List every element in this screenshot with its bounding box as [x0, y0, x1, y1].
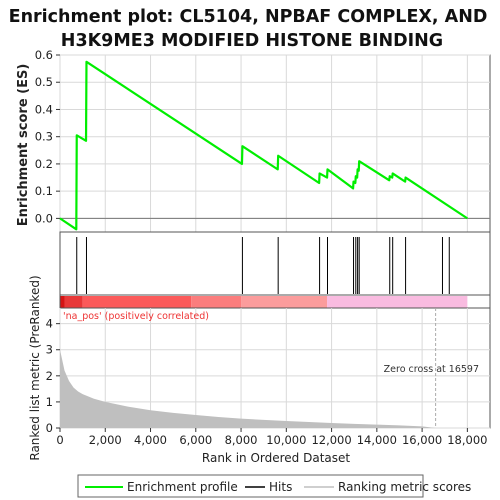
- ranking-metric-area: [60, 349, 468, 428]
- hit-lines: [76, 237, 450, 294]
- ranked-metric-panel: 0 1 2 3 4 'na_pos' (positively correlated) Z…: [46, 307, 491, 435]
- es-y-tick-label-2: 0.2: [35, 157, 53, 171]
- chart-title-line-2: H3K9ME3 MODIFIED HISTONE BINDING: [61, 31, 443, 51]
- ranking-bar-segment-1: [64, 296, 83, 308]
- enrichment-score-panel: 0.0 0.1 0.2 0.3 0.4 0.5 0.6: [35, 48, 491, 233]
- x-axis-ticks: 0 2,000 4,000 6,000 8,000 10,000 12,000 14,000 1…: [56, 428, 487, 447]
- x-tick-label-4: 8,000: [225, 433, 258, 447]
- es-y-axis-label: Enrichment score (ES): [16, 64, 31, 227]
- ranking-bar-segment-0: [60, 296, 65, 308]
- hits-panel: [59, 231, 491, 296]
- es-y-ticks: 0.0 0.1 0.2 0.3 0.4 0.5 0.6: [35, 48, 60, 225]
- metric-y-tick-label-1: 1: [46, 395, 53, 409]
- ranking-bar-segment-3: [191, 296, 242, 308]
- es-plot-frame: [59, 54, 491, 233]
- chart-title-line-1: Enrichment plot: CL5104, NPBAF COMPLEX, …: [9, 7, 488, 27]
- x-tick-label-9: 18,000: [447, 433, 487, 447]
- ranking-bar-segment-4: [241, 296, 328, 308]
- legend-label-metric: Ranking metric scores: [338, 480, 471, 494]
- legend-label-hits: Hits: [269, 480, 292, 494]
- zero-cross-label: Zero cross at 16597: [384, 364, 479, 375]
- metric-y-tick-label-0: 0: [46, 421, 53, 435]
- x-tick-label-6: 12,000: [311, 433, 351, 447]
- legend: Enrichment profile Hits Ranking metric s…: [77, 474, 471, 498]
- es-series: [59, 60, 468, 231]
- metric-y-tick-label-4: 4: [46, 317, 53, 331]
- positive-correlation-label: 'na_pos' (positively correlated): [63, 311, 209, 322]
- es-y-tick-label-6: 0.6: [35, 48, 53, 62]
- ranking-bar-segment-2: [82, 296, 192, 308]
- x-tick-label-0: 0: [56, 433, 63, 447]
- legend-frame: [77, 474, 424, 498]
- es-y-tick-label-4: 0.4: [35, 102, 53, 116]
- legend-label-profile: Enrichment profile: [127, 480, 238, 494]
- x-tick-label-8: 16,000: [402, 433, 442, 447]
- x-tick-label-1: 2,000: [89, 433, 122, 447]
- ranking-bar-segment-5: [327, 296, 468, 308]
- enrichment-profile-line: [59, 60, 468, 231]
- es-y-tick-label-5: 0.5: [35, 75, 53, 89]
- metric-y-axis-label: Ranked list metric (PreRanked): [28, 275, 42, 460]
- metric-y-tick-label-3: 3: [46, 343, 53, 357]
- hits-frame: [59, 231, 491, 296]
- metric-area: [60, 349, 468, 428]
- es-y-tick-label-3: 0.3: [35, 130, 53, 144]
- ranking-color-bar: [60, 296, 468, 308]
- es-y-tick-label-0: 0.0: [35, 211, 53, 225]
- metric-y-tick-label-2: 2: [46, 369, 53, 383]
- x-tick-label-7: 14,000: [357, 433, 397, 447]
- es-y-tick-label-1: 0.1: [35, 184, 53, 198]
- x-axis-label: Rank in Ordered Dataset: [202, 451, 350, 465]
- x-tick-label-5: 10,000: [266, 433, 306, 447]
- x-tick-label-2: 4,000: [134, 433, 167, 447]
- x-tick-label-3: 6,000: [179, 433, 212, 447]
- metric-y-ticks: 0 1 2 3 4: [46, 317, 60, 435]
